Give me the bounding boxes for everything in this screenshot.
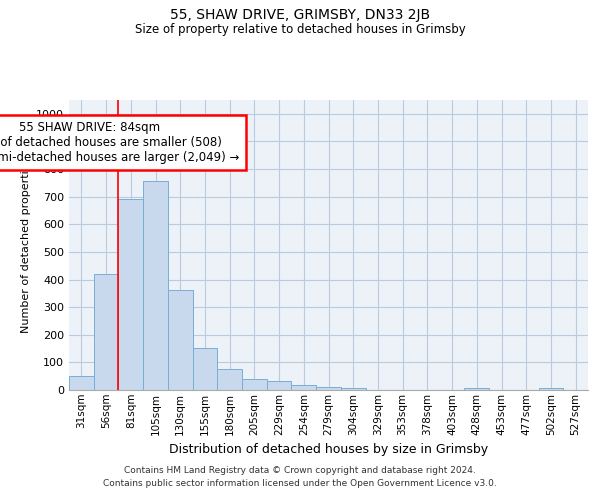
Y-axis label: Number of detached properties: Number of detached properties: [20, 158, 31, 332]
Text: Contains HM Land Registry data © Crown copyright and database right 2024.
Contai: Contains HM Land Registry data © Crown c…: [103, 466, 497, 487]
Bar: [143, 181, 168, 390]
Bar: [316, 387, 341, 390]
Bar: [168, 290, 193, 390]
Text: 55 SHAW DRIVE: 84sqm
← 20% of detached houses are smaller (508)
79% of semi-deta: 55 SHAW DRIVE: 84sqm ← 20% of detached h…: [0, 120, 240, 164]
Bar: [69, 376, 94, 390]
Bar: [217, 370, 242, 390]
Bar: [242, 379, 267, 390]
Bar: [193, 348, 217, 390]
Bar: [539, 388, 563, 390]
Bar: [292, 385, 316, 390]
Bar: [267, 381, 292, 390]
Bar: [341, 388, 365, 390]
Text: 55, SHAW DRIVE, GRIMSBY, DN33 2JB: 55, SHAW DRIVE, GRIMSBY, DN33 2JB: [170, 8, 430, 22]
X-axis label: Distribution of detached houses by size in Grimsby: Distribution of detached houses by size …: [169, 443, 488, 456]
Text: Size of property relative to detached houses in Grimsby: Size of property relative to detached ho…: [134, 22, 466, 36]
Bar: [94, 274, 118, 390]
Bar: [464, 388, 489, 390]
Bar: [118, 200, 143, 390]
